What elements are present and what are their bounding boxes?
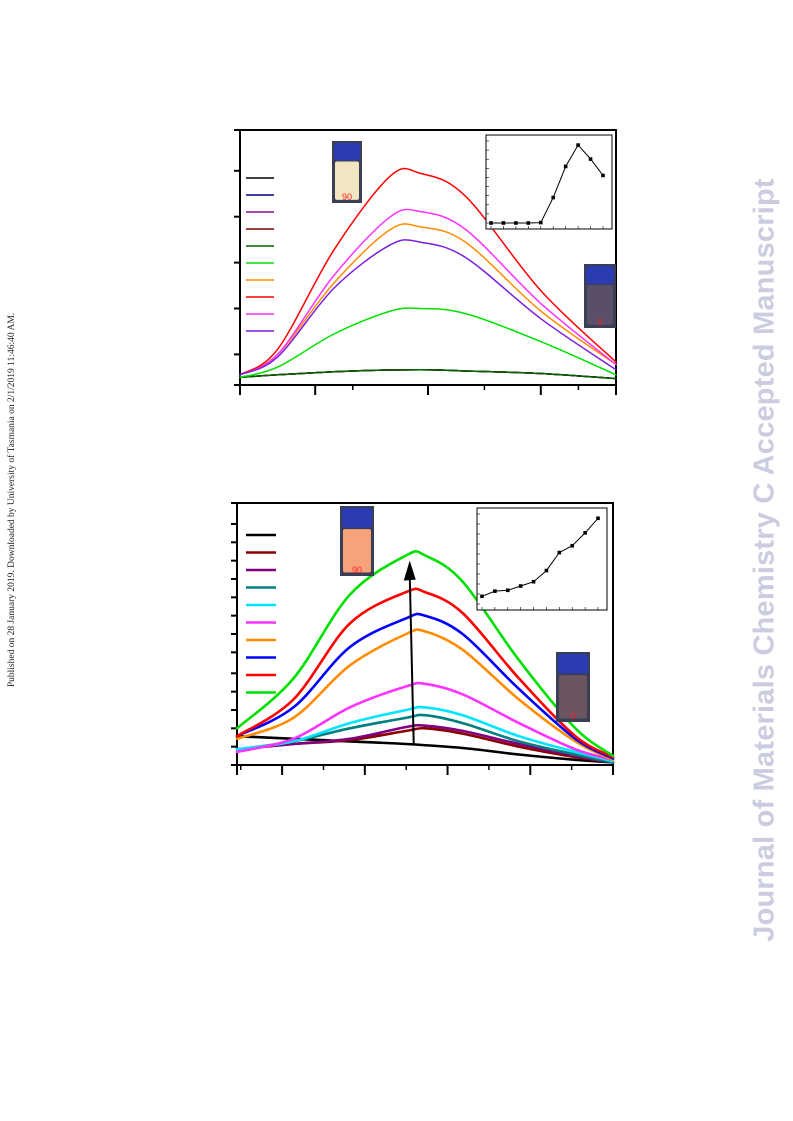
- inset-marker: [596, 516, 600, 521]
- series-line-6: [239, 307, 617, 379]
- inset-frame: [485, 134, 613, 230]
- vial-low-label: 0: [597, 317, 602, 327]
- inset-marker: [601, 173, 605, 178]
- series-line-8: [239, 167, 617, 376]
- vial-low-cap: [586, 266, 614, 284]
- inset-frame: [476, 507, 608, 611]
- series-line-7: [235, 628, 615, 762]
- inset-marker: [563, 164, 568, 169]
- inset-marker: [544, 568, 549, 573]
- inset-marker: [557, 550, 562, 555]
- inset-marker: [505, 588, 510, 593]
- inset-marker: [493, 589, 497, 593]
- vial-low-liquid: [587, 285, 613, 325]
- series-line-8: [235, 612, 615, 760]
- inset-marker: [538, 220, 543, 225]
- vial-high-liquid: [335, 161, 359, 200]
- inset-marker: [531, 579, 536, 584]
- inset-marker: [514, 221, 518, 225]
- series-line-10: [239, 239, 617, 376]
- inset-marker: [576, 143, 580, 147]
- inset-marker: [583, 531, 587, 535]
- series-line-7: [239, 223, 617, 376]
- inset-marker: [588, 157, 593, 161]
- inset-marker: [518, 584, 523, 588]
- series-line-5: [239, 368, 617, 380]
- series-line-10: [235, 549, 615, 758]
- inset-marker: [551, 195, 556, 200]
- inset-line: [491, 144, 604, 224]
- series-line-9: [239, 208, 617, 376]
- vial-high-cap: [334, 143, 360, 161]
- inset-marker: [480, 594, 484, 599]
- inset-marker: [570, 543, 575, 548]
- inset-line: [481, 517, 599, 597]
- series-line-6: [235, 681, 615, 762]
- inset-marker: [489, 221, 493, 225]
- bottom-panel: 90 0: [231, 502, 615, 775]
- vial-low-label: 0: [570, 711, 575, 721]
- vial-high-cap: [342, 508, 372, 528]
- inset-marker: [501, 221, 506, 225]
- vial-low-liquid: [559, 675, 587, 719]
- vial-high-liquid: [343, 529, 371, 573]
- top-panel: 90 0: [234, 129, 617, 395]
- inset-marker: [526, 221, 531, 225]
- series-line-9: [235, 587, 615, 759]
- vial-low-cap: [558, 654, 588, 674]
- series-line-3: [235, 723, 615, 764]
- series-line-5: [235, 705, 615, 763]
- trend-arrow-shaft: [408, 574, 415, 745]
- trend-arrow-head: [403, 560, 416, 581]
- vial-high-label: 90: [342, 192, 352, 202]
- vial-high-label: 90: [352, 565, 362, 575]
